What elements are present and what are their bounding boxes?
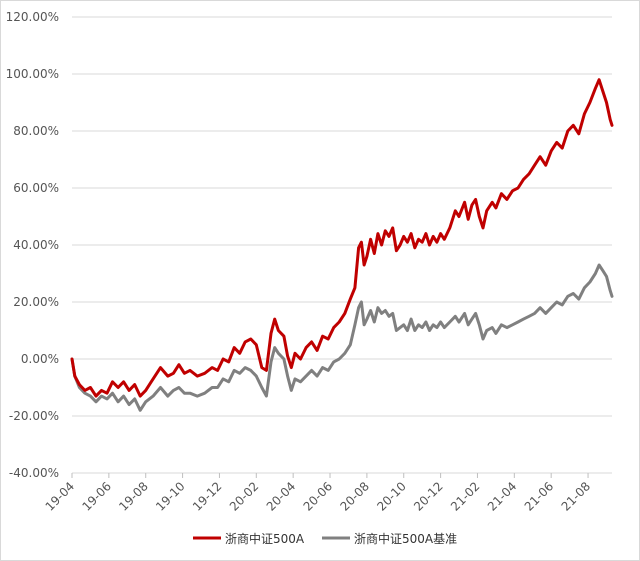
x-tick-label: 20-08 xyxy=(337,479,372,514)
series-group xyxy=(70,78,614,412)
x-tick-label: 19-08 xyxy=(116,479,151,514)
x-tick-label: 20-12 xyxy=(411,479,446,514)
y-tick-label: -20.00% xyxy=(9,409,59,423)
x-tick-label: 21-08 xyxy=(559,479,594,514)
x-tick-label: 19-12 xyxy=(190,479,225,514)
x-tick-label: 19-10 xyxy=(153,479,188,514)
x-tick-label: 21-04 xyxy=(485,479,520,514)
legend-label: 浙商中证500A xyxy=(225,531,305,546)
x-axis: 19-04 19-06 19-08 19-10 19-12 20-02 20-04 20-06… xyxy=(43,473,594,514)
series-line-benchmark xyxy=(70,263,614,412)
x-tick-label: 19-06 xyxy=(79,479,114,514)
x-tick-label: 21-06 xyxy=(522,479,557,514)
y-axis: 120.00% 100.00% 80.00% 60.00% 40.00% 20.00% 0.… xyxy=(6,10,59,480)
y-tick-label: 0.00% xyxy=(21,352,59,366)
y-tick-label: 80.00% xyxy=(13,124,59,138)
series-line-fund xyxy=(70,78,614,398)
x-tick-label: 20-04 xyxy=(264,479,299,514)
legend-label: 浙商中证500A基准 xyxy=(354,531,457,546)
x-tick-label: 21-02 xyxy=(448,479,483,514)
y-tick-label: 40.00% xyxy=(13,238,59,252)
y-tick-label: 120.00% xyxy=(6,10,59,24)
x-tick-label: 19-04 xyxy=(43,479,78,514)
y-tick-label: 20.00% xyxy=(13,295,59,309)
y-tick-label: 60.00% xyxy=(13,181,59,195)
x-tick-label: 20-10 xyxy=(374,479,409,514)
x-tick-label: 20-06 xyxy=(301,479,336,514)
legend: 浙商中证500A 浙商中证500A基准 xyxy=(193,531,457,546)
y-tick-label: -40.00% xyxy=(9,466,59,480)
y-tick-label: 100.00% xyxy=(6,67,59,81)
x-tick-label: 20-02 xyxy=(227,479,262,514)
grid-lines xyxy=(72,16,612,474)
